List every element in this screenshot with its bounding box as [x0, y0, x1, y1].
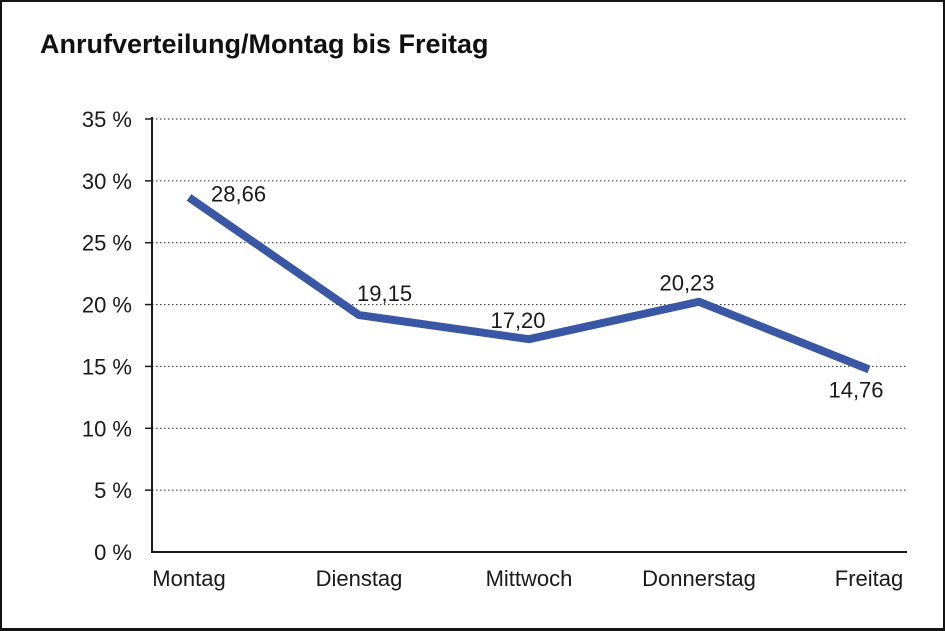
y-tick-label: 15 %	[82, 354, 132, 379]
data-point-label: 20,23	[659, 271, 714, 296]
y-tick-label: 25 %	[82, 231, 132, 256]
x-tick-label: Montag	[152, 566, 225, 591]
y-tick-label: 5 %	[94, 478, 132, 503]
data-point-label: 17,20	[490, 308, 545, 333]
data-point-label: 14,76	[828, 377, 883, 402]
y-tick-label: 20 %	[82, 293, 132, 318]
x-tick-label: Dienstag	[316, 566, 403, 591]
series-line	[186, 194, 871, 374]
x-tick-label: Freitag	[835, 566, 903, 591]
x-tick-label: Donnerstag	[642, 566, 756, 591]
chart-title: Anrufverteilung/Montag bis Freitag	[40, 29, 489, 59]
data-point-label: 19,15	[357, 281, 412, 306]
y-tick-label: 10 %	[82, 416, 132, 441]
y-tick-label: 0 %	[94, 540, 132, 565]
y-tick-label: 35 %	[82, 107, 132, 132]
data-point-label: 28,66	[211, 181, 266, 206]
x-tick-label: Mittwoch	[486, 566, 573, 591]
y-tick-label: 30 %	[82, 169, 132, 194]
